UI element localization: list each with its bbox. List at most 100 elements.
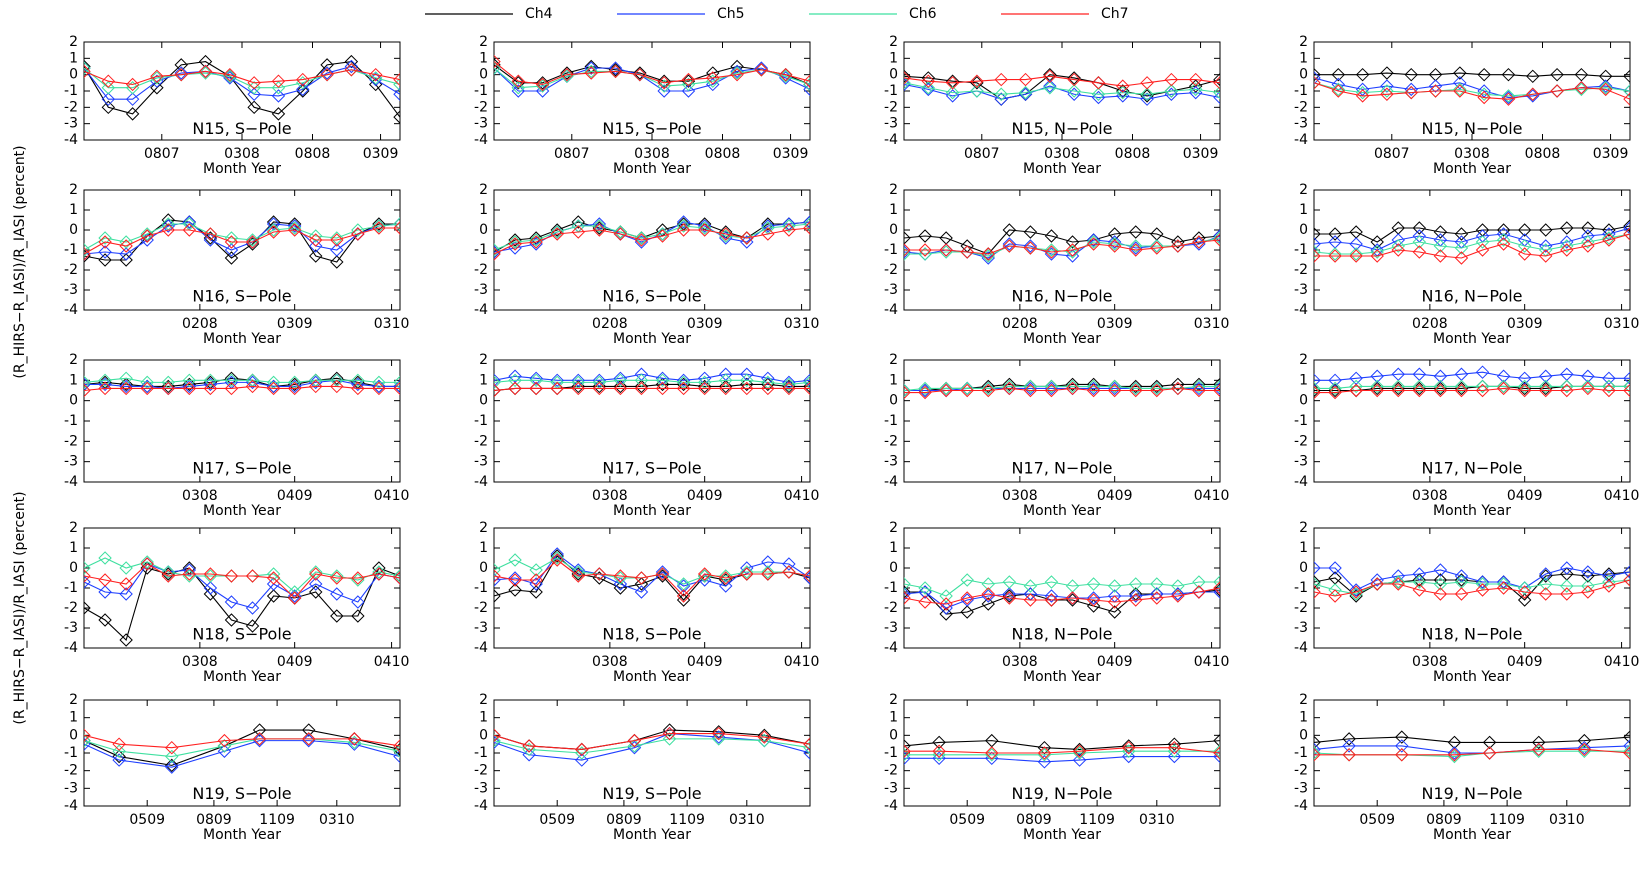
data-marker (592, 381, 607, 396)
y-tick-label: 1 (69, 710, 78, 726)
data-marker (1380, 66, 1394, 80)
y-tick-label: -1 (1294, 580, 1308, 596)
data-marker (1328, 561, 1342, 575)
data-marker (681, 77, 696, 92)
y-tick-label: -4 (1294, 302, 1308, 318)
panel-annotation: N15, N−Pole (1421, 119, 1522, 138)
x-tick-label: 0308 (1002, 488, 1038, 504)
data-marker (508, 233, 522, 247)
data-marker (627, 739, 642, 753)
data-marker (1517, 585, 1532, 599)
data-marker (1433, 379, 1448, 394)
y-tick-label: 0 (889, 67, 898, 83)
data-marker (706, 77, 720, 92)
y-tick-label: -3 (474, 454, 488, 470)
data-marker (613, 371, 628, 386)
data-marker (782, 219, 796, 233)
data-marker (981, 381, 995, 396)
data-marker (223, 67, 237, 82)
x-axis-label: Month Year (1433, 503, 1511, 519)
data-marker (657, 79, 671, 93)
data-marker (1044, 379, 1059, 394)
data-marker (165, 758, 179, 773)
data-marker (1314, 237, 1321, 251)
data-marker (1037, 755, 1052, 769)
data-marker (1116, 85, 1130, 100)
series-line (904, 229, 1220, 255)
data-marker (98, 573, 112, 587)
y-tick-label: 0 (479, 727, 488, 743)
data-marker (1129, 381, 1143, 396)
y-tick-label: 1 (479, 710, 488, 726)
data-marker (550, 373, 564, 388)
x-tick-label: 0310 (319, 812, 355, 828)
data-marker (1116, 79, 1130, 93)
data-marker (655, 565, 670, 579)
data-marker (575, 742, 589, 757)
data-marker (676, 373, 691, 388)
data-marker (494, 733, 501, 748)
data-marker (287, 223, 302, 237)
data-marker (1331, 67, 1346, 82)
data-marker (939, 589, 953, 603)
x-tick-label: 0309 (1593, 146, 1629, 162)
series-line (84, 61, 400, 118)
data-marker (1002, 575, 1017, 589)
x-tick-label: 0409 (687, 488, 723, 504)
x-tick-label: 0310 (784, 316, 820, 332)
series-line (84, 377, 400, 383)
x-tick-label: 0309 (1183, 146, 1219, 162)
y-tick-label: -2 (1294, 433, 1308, 449)
data-marker (1560, 379, 1574, 394)
data-marker (98, 231, 112, 245)
y-tick-label: -2 (64, 763, 78, 779)
y-tick-label: 2 (889, 692, 898, 708)
y-axis-label: (R_HIRS−R_IASI)/R_IASI (percent) (12, 145, 28, 378)
data-marker (1581, 585, 1595, 599)
data-marker (1454, 251, 1469, 265)
data-marker (266, 381, 281, 396)
y-tick-label: -4 (884, 474, 898, 490)
data-marker (1577, 740, 1592, 755)
data-marker (217, 739, 232, 753)
data-marker (761, 381, 775, 396)
y-tick-label: 2 (69, 182, 78, 198)
data-marker (494, 375, 501, 390)
y-tick-label: -2 (1294, 763, 1308, 779)
data-marker (161, 381, 175, 396)
series-line (904, 579, 1220, 597)
data-marker (1192, 235, 1206, 249)
data-marker (1314, 385, 1321, 400)
data-marker (1602, 383, 1616, 398)
data-marker (1213, 379, 1220, 394)
data-marker (252, 723, 267, 737)
data-marker (939, 607, 953, 621)
y-tick-label: 2 (479, 352, 488, 368)
data-marker (757, 730, 772, 744)
data-marker (740, 565, 754, 579)
data-marker (1517, 223, 1532, 237)
data-marker (393, 571, 400, 585)
data-marker (782, 223, 796, 237)
data-marker (1072, 753, 1087, 767)
data-marker (592, 373, 607, 388)
data-marker (161, 565, 175, 579)
data-marker (247, 76, 261, 90)
data-marker (372, 565, 386, 579)
data-marker (224, 235, 239, 249)
x-tick-label: 0410 (1194, 654, 1230, 670)
data-marker (1517, 247, 1532, 261)
data-marker (1517, 593, 1532, 607)
data-marker (529, 585, 543, 599)
data-marker (1496, 237, 1511, 251)
data-marker (1002, 381, 1017, 396)
data-marker (320, 66, 334, 80)
data-marker (994, 87, 1008, 101)
data-marker (994, 72, 1008, 87)
data-marker (1380, 84, 1394, 98)
data-marker (1002, 377, 1017, 392)
data-marker (1067, 84, 1081, 98)
data-marker (1623, 221, 1630, 235)
data-marker (1213, 575, 1220, 589)
y-tick-label: -1 (884, 242, 898, 258)
